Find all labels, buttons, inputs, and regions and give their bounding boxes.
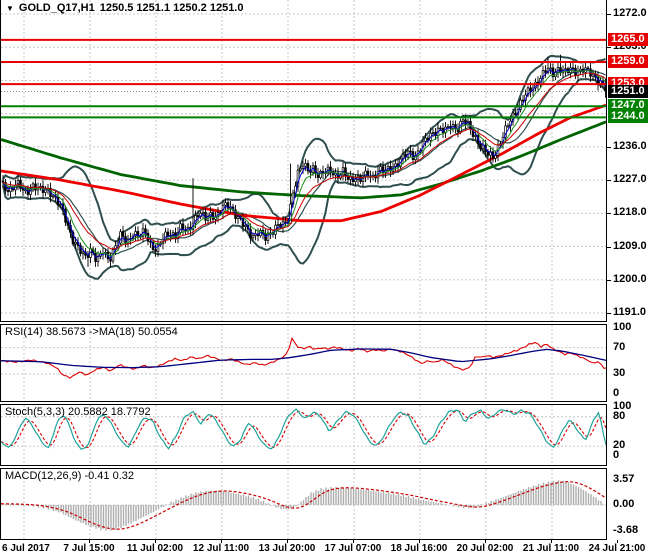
price-tick-label: 1227.0 [613,173,647,186]
chart-symbol: GOLD_Q17,H1 [18,2,95,14]
rsi-label: RSI(14) 38.5673 ->MA(18) 50.0554 [5,326,178,338]
price-level-badge: 1259.0 [608,54,648,68]
price-level-badge: 1265.0 [608,32,648,46]
stoch-canvas[interactable] [1,405,606,465]
main-chart-canvas[interactable] [1,0,606,321]
stoch-scale-label: 20 [613,439,626,452]
time-axis: 6 Jul 2017 7 Jul 15:00 11 Jul 02:00 12 Jul … [0,540,660,560]
price-tick-mark [607,313,611,314]
time-label: 17 Jul 07:00 [324,543,382,554]
time-label: 18 Jul 16:00 [390,543,448,554]
stoch-panel[interactable]: Stoch(5,3,3) 20.5882 18.7792 [0,404,607,466]
rsi-scale-label: 0 [613,386,620,399]
rsi-scale-label: 30 [613,366,626,379]
chart-ohlc: 1250.5 1251.1 1250.2 1251.0 [99,2,244,14]
time-label: 12 Jul 11:00 [192,543,250,554]
time-tick-mark [551,540,552,543]
time-label: 20 Jul 02:00 [456,543,514,554]
time-label: 24 Jul 21:00 [588,543,646,554]
time-tick-mark [353,540,354,543]
time-tick-mark [221,540,222,543]
stoch-scale-label: 0 [613,449,620,461]
price-tick-label: 1209.0 [613,239,647,252]
price-tick-mark [607,146,611,148]
stoch-label: Stoch(5,3,3) 20.5882 18.7792 [5,406,151,418]
main-chart-panel[interactable]: ▼ GOLD_Q17,H1 1250.5 1251.1 1250.2 1251.… [0,0,607,322]
time-label: 11 Jul 02:00 [126,543,184,554]
price-level-badge: 1244.0 [608,110,648,124]
time-tick-mark [155,540,156,543]
macd-canvas[interactable] [1,469,606,539]
price-tick-label: 1236.0 [613,139,647,152]
macd-scale-label: -3.68 [613,523,639,536]
time-tick-mark [89,540,90,543]
price-tick-mark [607,47,611,49]
macd-scale-label: 0.00 [613,498,635,510]
time-label: 13 Jul 20:00 [258,543,316,554]
rsi-scale-label: 70 [613,340,626,353]
rsi-panel[interactable]: RSI(14) 38.5673 ->MA(18) 50.0554 [0,324,607,402]
rsi-scale-label: 100 [613,321,632,333]
time-label: 21 Jul 11:00 [522,543,580,554]
macd-label: MACD(12,26,9) -0.41 0.32 [5,470,135,482]
price-tick-mark [607,14,611,15]
stoch-scale-label: 100 [613,400,632,412]
price-level-badge: 1247.0 [608,99,648,113]
time-tick-mark [485,540,486,543]
current-price-badge: 1251.0 [608,84,648,98]
price-tick-label: 1200.0 [613,272,647,285]
stoch-scale-label: 80 [613,409,626,422]
price-tick-label: 1272.0 [613,7,647,19]
macd-scale-label: 3.57 [613,473,635,485]
price-tick-mark [607,180,611,182]
time-tick-mark [287,540,288,543]
time-label: 7 Jul 15:00 [63,543,115,554]
price-tick-mark [607,246,611,248]
symbol-dropdown-icon[interactable]: ▼ [6,3,14,13]
time-tick-mark [617,540,618,543]
time-tick-mark [419,540,420,543]
chart-title: ▼ GOLD_Q17,H1 1250.5 1251.1 1250.2 1251.… [6,2,243,14]
macd-panel[interactable]: MACD(12,26,9) -0.41 0.32 [0,468,607,540]
price-tick-label: 1191.0 [613,306,647,318]
price-tick-mark [607,279,611,281]
rsi-canvas[interactable] [1,325,606,401]
price-tick-mark [607,213,611,215]
time-label: 6 Jul 2017 [2,543,50,554]
price-tick-label: 1218.0 [613,206,647,219]
price-axis: 1272.0 1263.0 1236.0 1227.0 1218.0 1209.0 1200… [607,0,660,540]
